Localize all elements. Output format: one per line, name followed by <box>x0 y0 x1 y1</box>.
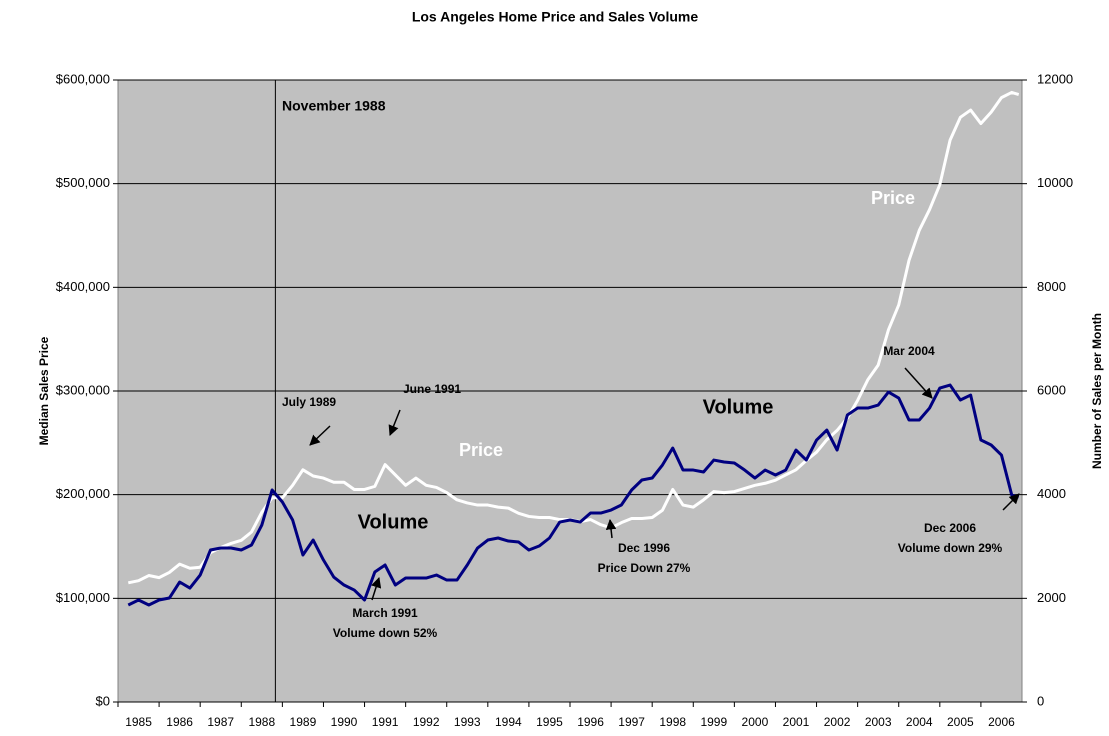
y2-tick-label: 2000 <box>1037 590 1066 605</box>
x-tick-label: 1985 <box>125 715 152 729</box>
y-tick-label: $200,000 <box>56 486 110 501</box>
annotation: June 1991 <box>403 382 461 396</box>
x-tick-label: 1992 <box>413 715 440 729</box>
annotation: Volume <box>703 396 774 418</box>
annotation-arrow <box>1002 493 1020 511</box>
x-tick-label: 2001 <box>783 715 810 729</box>
annotation-arrow <box>309 425 331 446</box>
y2-tick-label: 6000 <box>1037 382 1066 397</box>
annotation-arrow <box>388 409 401 436</box>
annotation-arrow <box>605 518 617 539</box>
x-tick-label: 1996 <box>577 715 604 729</box>
y-axis-label: Median Sales Price <box>37 336 51 445</box>
annotation: Volume <box>358 511 429 533</box>
y2-tick-label: 8000 <box>1037 279 1066 294</box>
y-tick-label: $400,000 <box>56 279 110 294</box>
series-line <box>127 383 1020 607</box>
x-tick-label: 2003 <box>865 715 892 729</box>
x-tick-label: 1990 <box>331 715 358 729</box>
y2-axis-label: Number of Sales per Month <box>1090 313 1104 469</box>
y2-tick-label: 0 <box>1037 693 1044 708</box>
annotation: Volume down 52% <box>333 626 438 640</box>
y-tick-label: $600,000 <box>56 71 110 86</box>
annotation: Dec 1996 <box>618 541 670 555</box>
y-tick-label: $300,000 <box>56 382 110 397</box>
annotation: November 1988 <box>282 98 386 114</box>
x-tick-label: 1994 <box>495 715 522 729</box>
annotation: Price <box>871 188 915 208</box>
annotation: Dec 2006 <box>924 521 976 535</box>
y-tick-label: $100,000 <box>56 590 110 605</box>
x-tick-label: 1995 <box>536 715 563 729</box>
annotation-arrow <box>371 576 382 601</box>
x-tick-label: 1989 <box>290 715 317 729</box>
y-tick-label: $0 <box>96 693 110 708</box>
chart-title: Los Angeles Home Price and Sales Volume <box>412 9 699 25</box>
y-tick-label: $500,000 <box>56 175 110 190</box>
x-tick-label: 2004 <box>906 715 933 729</box>
annotation: Price Down 27% <box>598 561 691 575</box>
x-tick-label: 1993 <box>454 715 481 729</box>
x-tick-label: 1986 <box>166 715 193 729</box>
x-tick-label: 1998 <box>659 715 686 729</box>
x-tick-label: 1987 <box>207 715 234 729</box>
x-tick-label: 2006 <box>988 715 1015 729</box>
annotation: Price <box>459 440 503 460</box>
annotation: March 1991 <box>352 606 418 620</box>
x-tick-label: 1999 <box>700 715 727 729</box>
x-tick-label: 2000 <box>742 715 769 729</box>
annotation: Volume down 29% <box>898 541 1003 555</box>
y2-tick-label: 12000 <box>1037 71 1073 86</box>
annotation: July 1989 <box>282 395 336 409</box>
x-tick-label: 1988 <box>248 715 275 729</box>
y2-tick-label: 4000 <box>1037 486 1066 501</box>
x-tick-label: 2005 <box>947 715 974 729</box>
x-tick-label: 1991 <box>372 715 399 729</box>
annotation-arrow <box>904 367 933 399</box>
y2-tick-label: 10000 <box>1037 175 1073 190</box>
x-tick-label: 2002 <box>824 715 851 729</box>
x-tick-label: 1997 <box>618 715 645 729</box>
annotation: Mar 2004 <box>883 344 935 358</box>
